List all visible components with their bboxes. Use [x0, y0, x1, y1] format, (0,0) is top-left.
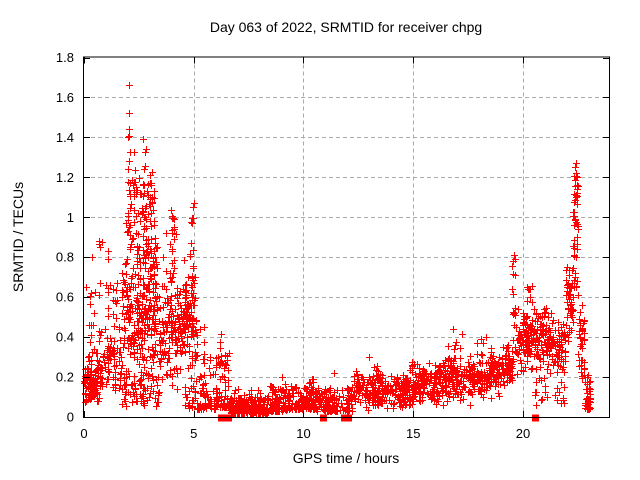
x-tick-label: 15 — [406, 426, 420, 441]
y-tick-label: 0.2 — [56, 370, 74, 385]
x-tick-label: 20 — [516, 426, 530, 441]
y-tick-label: 0.8 — [56, 250, 74, 265]
y-tick-label: 1.6 — [56, 90, 74, 105]
scatter-points — [81, 82, 594, 417]
y-tick-label: 1.4 — [56, 130, 74, 145]
x-axis-label: GPS time / hours — [293, 450, 400, 466]
grid-lines — [84, 57, 609, 417]
y-tick-label: 1 — [67, 210, 74, 225]
plot-border-and-ticks — [83, 56, 610, 418]
chart-title: Day 063 of 2022, SRMTID for receiver chp… — [210, 19, 482, 35]
x-tick-label: 5 — [190, 426, 197, 441]
tick-labels: 0 5 10 15 20 0 0.2 0.4 0.6 0.8 1 1.2 1.4 1.6 1.8 — [56, 50, 530, 441]
y-tick-label: 1.2 — [56, 170, 74, 185]
y-tick-label: 0 — [67, 410, 74, 425]
y-axis-label: SRMTID / TECUs — [10, 182, 26, 292]
y-tick-label: 1.8 — [56, 50, 74, 65]
y-tick-label: 0.6 — [56, 290, 74, 305]
y-tick-label: 0.4 — [56, 330, 74, 345]
x-tick-label: 0 — [80, 426, 87, 441]
x-tick-label: 10 — [296, 426, 310, 441]
